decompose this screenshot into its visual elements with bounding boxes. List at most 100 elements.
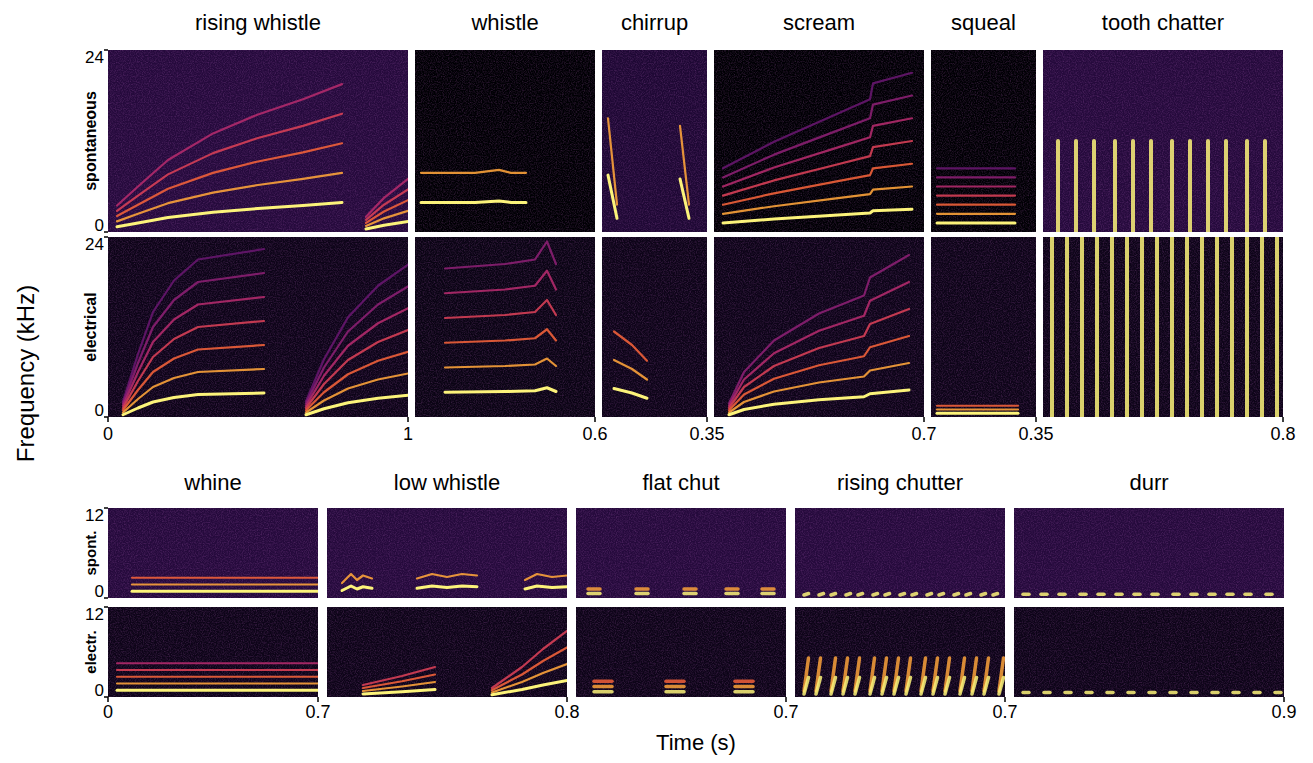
harmonic-trace: [123, 249, 264, 401]
panel-title: scream: [783, 10, 855, 35]
harmonic-trace: [937, 204, 1015, 206]
harmonic-trace: [937, 176, 1015, 178]
harmonic-trace: [132, 590, 318, 593]
harmonic-trace: [729, 363, 909, 413]
spectrogram-cell: [327, 607, 567, 697]
cell-background: [714, 50, 924, 232]
x-tick-label: 0.9: [1271, 702, 1296, 722]
x-tick-label: 0.8: [1270, 424, 1295, 444]
pulse: [804, 678, 809, 695]
pulse: [999, 678, 1004, 695]
cell-noise: [714, 237, 924, 417]
x-tick-label: 0.7: [773, 702, 798, 722]
spectrogram-cell: [931, 50, 1036, 232]
cell-noise: [108, 607, 318, 697]
x-tick-label: 0: [103, 702, 113, 722]
panel-title: whine: [183, 470, 241, 495]
marks: [588, 589, 774, 594]
pulse: [726, 592, 738, 596]
x-tick-label: 0.7: [305, 702, 330, 722]
pulse: [636, 587, 648, 591]
harmonic-trace: [492, 681, 567, 695]
pulse: [1065, 691, 1071, 695]
x-tick-label: 1: [403, 424, 413, 444]
harmonic-trace: [123, 393, 264, 415]
pulse: [1116, 593, 1122, 597]
spectrogram-cell: [108, 50, 408, 232]
marks: [363, 631, 567, 695]
pulse: [1113, 141, 1117, 232]
pulse: [1128, 691, 1134, 695]
pulse: [735, 685, 753, 689]
pulse: [1092, 141, 1096, 232]
spectrogram-cell: [1014, 607, 1284, 697]
spectrogram-cell: [931, 237, 1036, 417]
harmonic-trace: [723, 164, 912, 205]
spectrogram-cell: [714, 50, 924, 232]
pulse: [1191, 691, 1197, 695]
marks: [937, 168, 1015, 223]
marks: [117, 663, 318, 690]
x-tick: [923, 417, 925, 422]
y-tick-label: 0: [95, 582, 104, 601]
harmonic-trace: [117, 682, 318, 684]
spectrogram-cell: [108, 508, 318, 598]
marks: [804, 658, 1004, 694]
spectrogram-cell: [576, 508, 786, 598]
pulse: [945, 678, 950, 695]
cell-noise: [602, 50, 707, 232]
x-tick-label: 0.7: [992, 702, 1017, 722]
row-label: electrical: [82, 292, 99, 361]
spectrogram-cell: [1043, 50, 1283, 232]
pulse: [882, 678, 887, 695]
cell-noise: [108, 237, 408, 417]
pulse: [762, 587, 774, 591]
x-tick-label: 0.6: [582, 424, 607, 444]
spectrogram-cell: [415, 50, 595, 232]
spectrogram-cell: [108, 607, 318, 697]
pulse: [921, 678, 926, 695]
harmonic-trace: [342, 574, 372, 583]
cell-background: [576, 607, 786, 697]
cell-noise: [1014, 607, 1284, 697]
pulse: [933, 678, 938, 695]
pulse: [1125, 237, 1129, 417]
pulse: [594, 685, 612, 689]
panel-title: durr: [1129, 470, 1168, 495]
marks: [421, 170, 526, 203]
harmonic-trace: [614, 332, 647, 361]
pulse: [984, 678, 989, 695]
harmonic-trace: [117, 114, 342, 211]
spectrogram-cell: [327, 508, 567, 598]
pulse: [1065, 237, 1069, 417]
panel-title: rising chutter: [837, 470, 963, 495]
pulse: [1098, 593, 1104, 597]
cell-noise: [415, 237, 595, 417]
x-axis-title: Time (s): [656, 730, 736, 755]
spectrogram-cell: [795, 508, 1005, 598]
pulse: [1233, 691, 1239, 695]
cell-noise: [714, 50, 924, 232]
pulse: [900, 594, 905, 596]
harmonic-trace: [366, 190, 408, 220]
pulse: [1224, 141, 1228, 232]
harmonic-trace: [306, 395, 408, 415]
harmonic-trace: [117, 689, 318, 692]
cell-noise: [327, 607, 567, 697]
panel-title: rising whistle: [195, 10, 321, 35]
pulse: [1170, 237, 1174, 417]
marks: [117, 84, 408, 229]
marks: [1058, 141, 1265, 232]
panel-title: whistle: [470, 10, 538, 35]
cell-background: [795, 607, 1005, 697]
cell-background: [327, 508, 567, 598]
cell-noise: [576, 607, 786, 697]
x-tick: [1282, 417, 1284, 422]
marks: [723, 73, 912, 223]
harmonic-trace: [680, 179, 689, 218]
pulse: [1245, 593, 1251, 597]
panel-title: flat chut: [642, 470, 719, 495]
y-tick-label: 24: [85, 48, 104, 67]
cell-background: [327, 607, 567, 697]
pulse: [594, 680, 612, 684]
